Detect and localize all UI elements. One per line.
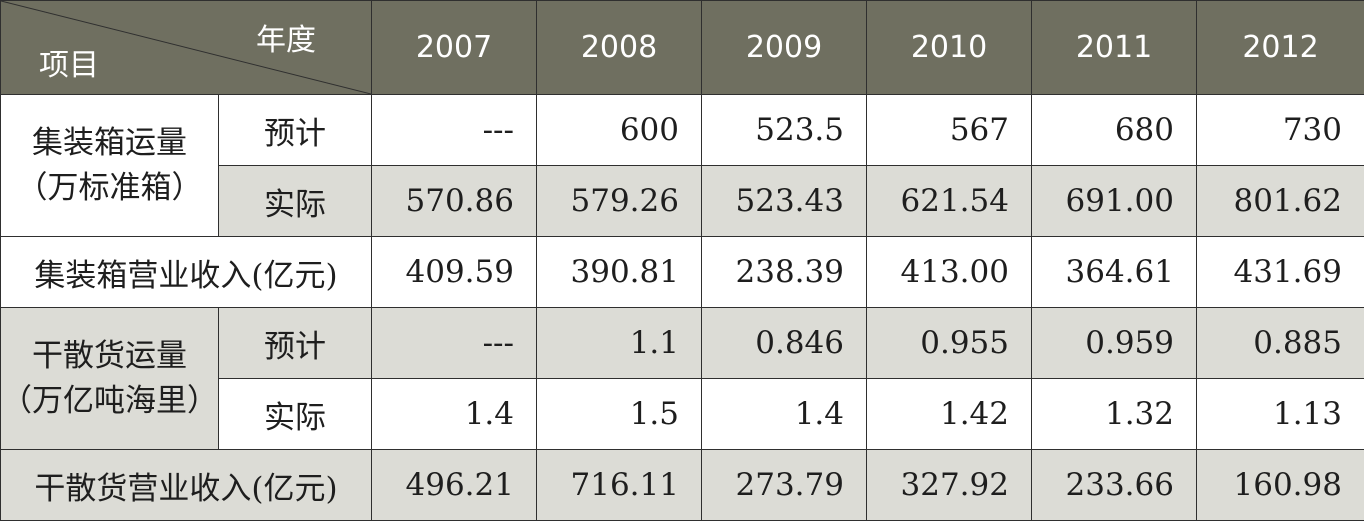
table-cell: 523.5 <box>701 94 867 166</box>
year-header: 2010 <box>866 0 1032 95</box>
table-cell: 0.846 <box>701 307 867 379</box>
table-cell: 327.92 <box>866 449 1032 521</box>
table-cell: 496.21 <box>371 449 537 521</box>
table-row: 干散货营业收入(亿元) 496.21 716.11 273.79 327.92 … <box>0 449 1364 521</box>
table-cell: 1.32 <box>1031 378 1197 450</box>
table-cell: 1.4 <box>701 378 867 450</box>
table-cell: 413.00 <box>866 236 1032 308</box>
table-cell: 409.59 <box>371 236 537 308</box>
table-cell: 0.955 <box>866 307 1032 379</box>
table-cell: --- <box>371 307 537 379</box>
sub-row-label: 预计 <box>218 94 372 166</box>
group-label-line2: （万亿吨海里） <box>1 382 218 419</box>
row-group-label: 集装箱运量 （万标准箱） <box>0 94 219 237</box>
corner-header-cell: 年度 项目 <box>0 0 372 95</box>
row-label: 干散货营业收入(亿元) <box>0 449 372 521</box>
table-cell: 730 <box>1196 94 1364 166</box>
table-cell: 0.959 <box>1031 307 1197 379</box>
table-cell: 364.61 <box>1031 236 1197 308</box>
sub-row-label: 预计 <box>218 307 372 379</box>
table-row: 实际 1.4 1.5 1.4 1.42 1.32 1.13 <box>0 378 1364 450</box>
table-row: 实际 570.86 579.26 523.43 621.54 691.00 80… <box>0 165 1364 237</box>
diagonal-divider <box>1 1 371 94</box>
corner-item-label: 项目 <box>39 48 99 83</box>
table-cell: 238.39 <box>701 236 867 308</box>
year-header: 2009 <box>701 0 867 95</box>
year-header: 2011 <box>1031 0 1197 95</box>
year-header: 2012 <box>1196 0 1364 95</box>
row-label: 集装箱营业收入(亿元) <box>0 236 372 308</box>
table-cell: 600 <box>536 94 702 166</box>
table-cell: 273.79 <box>701 449 867 521</box>
table-row: 干散货运量 （万亿吨海里） 预计 --- 1.1 0.846 0.955 0.9… <box>0 307 1364 450</box>
table-cell: 1.1 <box>536 307 702 379</box>
table-cell: 0.885 <box>1196 307 1364 379</box>
table-cell: 160.98 <box>1196 449 1364 521</box>
sub-row-label: 实际 <box>218 378 372 450</box>
row-group-label: 干散货运量 （万亿吨海里） <box>0 307 219 450</box>
table-cell: --- <box>371 94 537 166</box>
sub-row-label: 实际 <box>218 165 372 237</box>
table-cell: 233.66 <box>1031 449 1197 521</box>
corner-year-label: 年度 <box>256 23 316 58</box>
table-cell: 1.13 <box>1196 378 1364 450</box>
year-header: 2008 <box>536 0 702 95</box>
table-cell: 567 <box>866 94 1032 166</box>
table-cell: 523.43 <box>701 165 867 237</box>
table-cell: 621.54 <box>866 165 1032 237</box>
table-cell: 716.11 <box>536 449 702 521</box>
table-cell: 390.81 <box>536 236 702 308</box>
table-cell: 1.5 <box>536 378 702 450</box>
table-cell: 431.69 <box>1196 236 1364 308</box>
group-label-line2: （万标准箱） <box>16 169 203 206</box>
table-cell: 1.42 <box>866 378 1032 450</box>
table-cell: 1.4 <box>371 378 537 450</box>
year-header: 2007 <box>371 0 537 95</box>
table-cell: 691.00 <box>1031 165 1197 237</box>
group-label-line1: 集装箱运量 <box>32 124 187 161</box>
table-row: 集装箱运量 （万标准箱） 预计 --- 600 523.5 567 680 73… <box>0 94 1364 237</box>
group-label-line1: 干散货运量 <box>32 337 187 374</box>
table-cell: 570.86 <box>371 165 537 237</box>
header-row: 年度 项目 2007 2008 2009 2010 2011 2012 <box>0 0 1364 95</box>
table-row: 集装箱营业收入(亿元) 409.59 390.81 238.39 413.00 … <box>0 236 1364 308</box>
table-cell: 801.62 <box>1196 165 1364 237</box>
table-cell: 680 <box>1031 94 1197 166</box>
table-cell: 579.26 <box>536 165 702 237</box>
